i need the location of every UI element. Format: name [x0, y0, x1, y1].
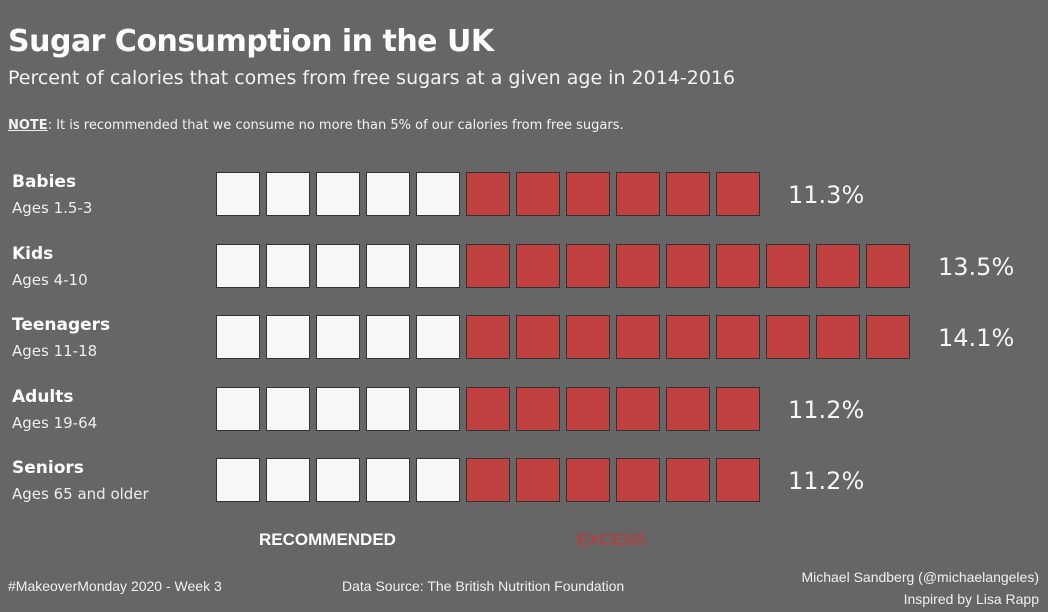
excess-square [666, 386, 710, 431]
excess-square [766, 315, 810, 359]
recommended-square [216, 172, 260, 216]
recommended-square [216, 386, 260, 431]
recommended-square [366, 315, 410, 359]
excess-square [566, 172, 610, 216]
recommended-square [316, 458, 360, 502]
row-sublabel: Ages 1.5-3 [12, 199, 93, 217]
excess-square [566, 386, 610, 431]
excess-square [716, 458, 760, 502]
excess-square [566, 243, 610, 288]
recommended-square [266, 458, 310, 502]
footer-author: Michael Sandberg (@michaelangeles) [801, 569, 1039, 585]
row-sublabel: Ages 65 and older [12, 485, 149, 503]
excess-square [616, 172, 660, 216]
recommended-square [266, 172, 310, 216]
excess-square [816, 315, 860, 359]
recommended-square [366, 172, 410, 216]
excess-square [716, 172, 760, 216]
excess-square [466, 315, 510, 359]
excess-square [516, 172, 560, 216]
excess-square [616, 315, 660, 359]
recommended-square [316, 315, 360, 359]
excess-square [866, 243, 910, 288]
recommended-square [366, 458, 410, 502]
recommended-square [416, 172, 460, 216]
excess-square [516, 315, 560, 359]
row-label: Adults [12, 386, 74, 407]
excess-square [466, 243, 510, 288]
legend-recommended: RECOMMENDED [259, 530, 396, 549]
recommended-square [216, 243, 260, 288]
subtitle: Percent of calories that comes from free… [8, 67, 736, 89]
recommended-square [216, 315, 260, 359]
recommended-square [416, 315, 460, 359]
row-label: Teenagers [12, 315, 111, 335]
page-title: Sugar Consumption in the UK [8, 24, 494, 59]
recommended-square [266, 315, 310, 359]
excess-square [516, 458, 560, 502]
excess-square [516, 243, 560, 288]
excess-square [716, 243, 760, 288]
excess-square [616, 458, 660, 502]
excess-square [716, 386, 760, 431]
recommended-square [316, 386, 360, 431]
excess-square [816, 243, 860, 288]
value-label: 14.1% [938, 324, 1015, 352]
excess-square [616, 386, 660, 431]
value-label: 11.3% [788, 181, 865, 209]
recommended-square [316, 243, 360, 288]
row-label: Kids [12, 243, 54, 264]
recommended-square [316, 172, 360, 216]
excess-square [866, 315, 910, 359]
row-sublabel: Ages 19-64 [12, 413, 98, 432]
excess-square [766, 243, 810, 288]
note: NOTE: It is recommended that we consume … [8, 118, 624, 133]
row-label: Babies [12, 172, 77, 192]
footer-inspired: Inspired by Lisa Rapp [903, 591, 1039, 607]
row-sublabel: Ages 11-18 [12, 342, 98, 360]
row-label: Seniors [12, 458, 84, 478]
recommended-square [366, 386, 410, 431]
legend-excess: EXCESS [577, 530, 646, 549]
excess-square [616, 243, 660, 288]
excess-square [566, 458, 610, 502]
footer-source: Data Source: The British Nutrition Found… [342, 578, 625, 594]
excess-square [666, 172, 710, 216]
recommended-square [366, 243, 410, 288]
excess-square [666, 315, 710, 359]
note-text: : It is recommended that we consume no m… [47, 118, 624, 133]
footer-hashtag: #MakeoverMonday 2020 - Week 3 [8, 578, 222, 594]
note-label: NOTE [8, 118, 48, 133]
excess-square [566, 315, 610, 359]
excess-square [466, 458, 510, 502]
excess-square [666, 243, 710, 288]
value-label: 11.2% [788, 395, 865, 424]
excess-square [516, 386, 560, 431]
excess-square [466, 386, 510, 431]
excess-square [716, 315, 760, 359]
recommended-square [416, 243, 460, 288]
recommended-square [266, 386, 310, 431]
recommended-square [216, 458, 260, 502]
value-label: 13.5% [938, 252, 1015, 281]
excess-square [666, 458, 710, 502]
excess-square [466, 172, 510, 216]
recommended-square [416, 386, 460, 431]
recommended-square [266, 243, 310, 288]
value-label: 11.2% [788, 467, 865, 495]
row-sublabel: Ages 4-10 [12, 270, 88, 289]
recommended-square [416, 458, 460, 502]
